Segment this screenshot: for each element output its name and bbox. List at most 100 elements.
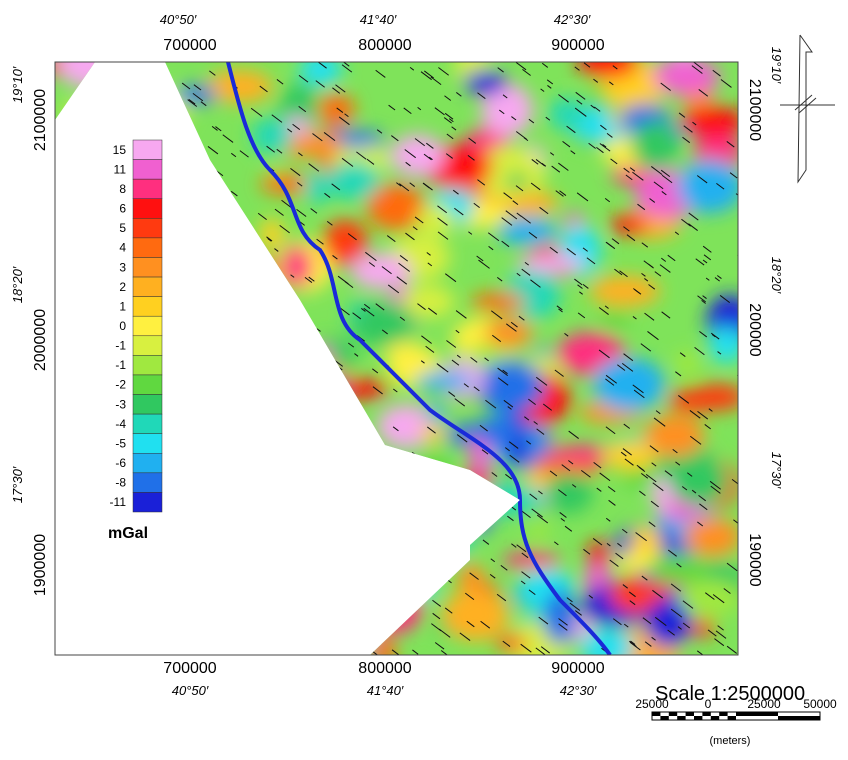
anomaly-blob	[387, 454, 453, 483]
lineament	[445, 531, 456, 539]
bottom-easting: 900000	[551, 660, 604, 677]
anomaly-blob	[91, 86, 140, 107]
anomaly-blob	[381, 488, 421, 534]
left-coordinate: 1900000	[32, 534, 49, 596]
lineament	[275, 640, 281, 645]
lineament	[401, 550, 408, 555]
anomaly-blob	[290, 501, 342, 556]
lineament	[333, 584, 342, 591]
anomaly-blob	[194, 563, 263, 606]
anomaly-blob	[234, 631, 265, 657]
lineament	[242, 254, 252, 261]
lineament	[484, 521, 488, 524]
anomaly-blob	[668, 457, 729, 506]
lineament	[198, 292, 208, 299]
lineament	[228, 345, 232, 348]
anomaly-blob	[312, 446, 375, 478]
lineament	[265, 315, 269, 318]
anomaly-blob	[306, 346, 333, 365]
lineament	[244, 640, 255, 648]
top-easting: 900000	[551, 37, 604, 54]
lineament	[214, 448, 222, 454]
anomaly-blob	[40, 405, 73, 451]
lineament	[222, 190, 227, 194]
lineament	[190, 540, 198, 546]
lineament	[184, 139, 188, 142]
lineament	[379, 587, 386, 592]
anomaly-blob	[291, 361, 312, 399]
lineament	[188, 292, 195, 297]
lineament	[272, 549, 280, 555]
lineament	[251, 636, 254, 639]
lineament	[182, 559, 189, 564]
lineament	[401, 472, 408, 477]
legend-label: -6	[115, 456, 126, 470]
lineament	[438, 475, 446, 481]
lineament	[417, 565, 425, 571]
lineament	[204, 426, 210, 430]
color-legend: 151186543210-1-1-2-3-4-5-6-8-11mGal	[108, 140, 162, 542]
lineament	[269, 573, 277, 579]
lineament	[291, 481, 302, 489]
anomaly-blob	[70, 448, 113, 496]
lineament	[412, 484, 416, 487]
anomaly-blob	[67, 439, 91, 473]
lineament	[278, 434, 285, 439]
lineament	[321, 381, 330, 388]
anomaly-blob	[212, 254, 277, 291]
anomaly-blob	[64, 171, 129, 226]
anomaly-blob	[126, 123, 169, 141]
lineament	[279, 336, 289, 344]
bottom-degree: 40°50′	[172, 683, 209, 698]
legend-label: 15	[113, 143, 127, 157]
anomaly-blob	[252, 118, 294, 154]
lineament	[248, 622, 258, 630]
lineament	[333, 581, 341, 587]
lineament	[308, 470, 315, 475]
lineament	[459, 505, 470, 513]
lineament	[218, 566, 228, 574]
anomaly-blob	[674, 351, 701, 375]
lineament	[306, 435, 314, 441]
anomaly-blob	[598, 310, 630, 329]
lineament	[343, 578, 349, 583]
lineament	[344, 493, 351, 498]
lineament	[242, 403, 248, 407]
anomaly-blob	[47, 630, 79, 672]
lineament	[309, 532, 319, 540]
lineament	[240, 217, 243, 220]
legend-label: 0	[119, 319, 126, 333]
anomaly-blob	[364, 455, 437, 487]
scale-bar: Scale 1:25000002500002500050000(meters)	[635, 683, 837, 747]
legend-label: 5	[119, 221, 126, 235]
lineament	[255, 254, 258, 257]
anomaly-blob	[389, 518, 419, 570]
anomaly-blob	[278, 370, 343, 406]
lineament	[233, 589, 240, 594]
lineament	[480, 482, 487, 487]
anomaly-blob	[668, 389, 723, 413]
anomaly-blob	[290, 512, 354, 556]
lineament	[217, 553, 222, 557]
lineament	[355, 649, 362, 654]
lineament	[267, 551, 278, 559]
anomaly-blob	[56, 339, 96, 370]
anomaly-blob	[652, 59, 720, 95]
anomaly-blob	[442, 590, 509, 641]
legend-unit: mGal	[108, 525, 148, 542]
lineament	[215, 478, 226, 486]
lineament	[243, 444, 253, 452]
lineament	[417, 484, 423, 489]
lineament	[410, 467, 415, 471]
lineament	[355, 469, 359, 472]
lineament	[206, 265, 211, 269]
legend-label: 8	[119, 182, 126, 196]
anomaly-blob	[603, 441, 657, 470]
anomaly-blob	[186, 373, 209, 420]
lineament	[373, 544, 377, 547]
lineament	[195, 400, 202, 405]
lineament	[490, 486, 497, 491]
lineament	[182, 563, 188, 568]
anomaly-blob	[55, 309, 108, 325]
legend-swatch	[133, 238, 162, 258]
